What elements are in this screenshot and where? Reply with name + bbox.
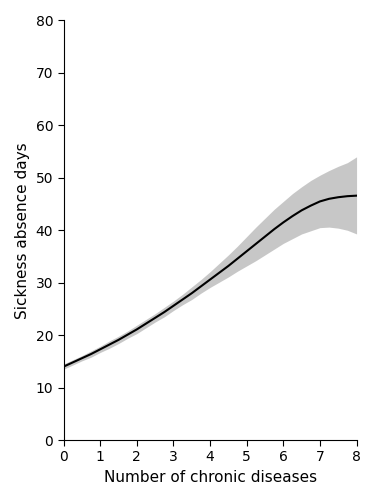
Y-axis label: Sickness absence days: Sickness absence days [15, 142, 30, 318]
X-axis label: Number of chronic diseases: Number of chronic diseases [103, 470, 317, 485]
